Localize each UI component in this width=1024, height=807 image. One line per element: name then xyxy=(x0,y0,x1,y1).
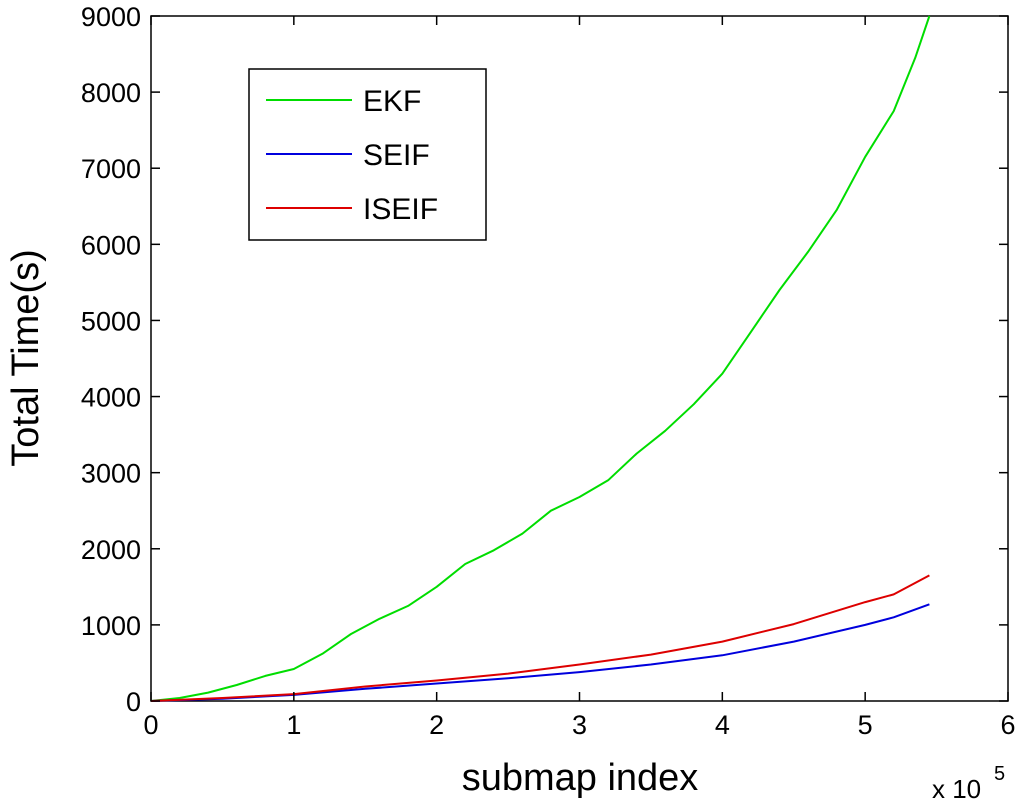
y-axis-ticks: 0 1000 2000 3000 4000 5000 6000 7000 8000 9000 xyxy=(81,2,1008,717)
x-tick-label: 4 xyxy=(715,710,730,740)
y-tick-label: 8000 xyxy=(81,78,141,108)
x-multiplier-label: x 10 xyxy=(932,774,981,804)
y-axis-title: Total Time(s) xyxy=(5,249,47,466)
x-tick-label: 1 xyxy=(286,710,301,740)
y-tick-label: 1000 xyxy=(81,611,141,641)
legend-label: EKF xyxy=(363,85,421,118)
x-multiplier-exponent: 5 xyxy=(994,763,1005,785)
y-tick-label: 2000 xyxy=(81,535,141,565)
x-tick-label: 2 xyxy=(429,710,444,740)
y-tick-label: 7000 xyxy=(81,154,141,184)
x-axis-title: submap index xyxy=(462,757,699,799)
legend: EKF SEIF ISEIF xyxy=(248,68,487,241)
y-tick-label: 4000 xyxy=(81,383,141,413)
legend-label: SEIF xyxy=(363,139,430,172)
series-line-ekf xyxy=(150,15,931,702)
y-tick-label: 0 xyxy=(126,687,141,717)
x-axis-ticks: 0 1 2 3 4 5 6 xyxy=(143,16,1016,740)
x-tick-label: 6 xyxy=(1000,710,1015,740)
y-tick-label: 9000 xyxy=(81,2,141,32)
x-tick-label: 3 xyxy=(572,710,587,740)
y-tick-label: 3000 xyxy=(81,459,141,489)
x-tick-label: 5 xyxy=(858,710,873,740)
y-tick-label: 6000 xyxy=(81,230,141,260)
x-tick-label: 0 xyxy=(143,710,158,740)
y-tick-label: 5000 xyxy=(81,306,141,336)
legend-label: ISEIF xyxy=(363,193,438,226)
